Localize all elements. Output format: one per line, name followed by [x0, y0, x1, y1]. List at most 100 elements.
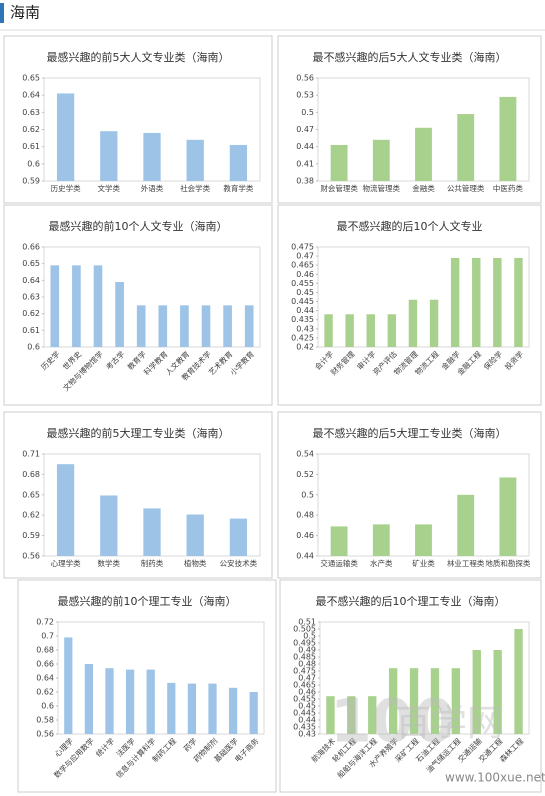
- bar: [84, 664, 94, 734]
- bar: [415, 127, 432, 181]
- bar: [56, 464, 75, 556]
- y-tick-label: 0.68: [36, 646, 54, 655]
- y-tick-label: 0.44: [296, 306, 314, 315]
- y-tick-label: 0.45: [296, 288, 314, 297]
- bar: [186, 139, 204, 181]
- x-tick-label: 公安技术类: [220, 558, 258, 568]
- y-tick-label: 0.485: [293, 653, 316, 662]
- y-tick-label: 0.62: [36, 688, 54, 697]
- y-tick-label: 0.43: [298, 730, 316, 739]
- bar: [64, 637, 73, 734]
- x-tick-label: 财会管理类: [320, 183, 358, 193]
- y-tick-label: 0.7: [41, 632, 54, 641]
- bar: [372, 139, 390, 181]
- bar: [186, 514, 204, 556]
- x-tick-label: 外语类: [141, 183, 164, 193]
- bar: [229, 144, 248, 181]
- y-tick-label: 0.63: [22, 293, 40, 302]
- bar: [56, 93, 75, 181]
- y-tick-label: 0.65: [22, 259, 40, 268]
- x-tick-label: 制药类: [141, 558, 164, 568]
- bar: [388, 668, 398, 734]
- y-tick-label: 0.6: [27, 159, 40, 168]
- y-tick-label: 0.64: [22, 91, 40, 100]
- bar: [201, 305, 211, 347]
- y-tick-label: 0.5: [301, 108, 314, 117]
- y-tick-label: 0.56: [296, 74, 314, 83]
- y-tick-label: 0.475: [293, 667, 316, 676]
- y-tick-label: 0.455: [291, 279, 314, 288]
- bar: [330, 144, 348, 181]
- bar: [223, 305, 232, 347]
- y-tick-label: 0.47: [298, 674, 316, 683]
- y-tick-label: 0.59: [22, 177, 40, 186]
- y-tick-label: 0.63: [22, 108, 40, 117]
- bar: [450, 257, 460, 347]
- y-tick-label: 0.65: [22, 74, 40, 83]
- bar: [143, 508, 161, 556]
- bar: [187, 683, 197, 734]
- chart-frame: [3, 204, 273, 406]
- bar: [229, 518, 248, 556]
- chart-frame: [3, 411, 273, 579]
- chart-frame: [3, 35, 273, 204]
- bar: [499, 96, 517, 181]
- bar: [158, 305, 168, 347]
- y-tick-label: 0.47: [296, 252, 314, 261]
- y-tick-label: 0.62: [22, 511, 40, 520]
- bar: [167, 682, 176, 734]
- y-tick-label: 0.54: [296, 450, 314, 459]
- bar: [105, 668, 114, 734]
- x-tick-label: 文学类: [98, 183, 121, 193]
- y-tick-label: 0.61: [22, 142, 40, 151]
- bar: [125, 669, 135, 734]
- bar: [472, 257, 481, 347]
- y-tick-label: 0.38: [296, 177, 314, 186]
- y-tick-label: 0.62: [22, 309, 40, 318]
- bar: [451, 668, 461, 734]
- bar: [100, 131, 118, 181]
- chart-title: 最不感兴趣的后5大人文专业类（海南）: [313, 50, 507, 64]
- y-tick-label: 0.42: [296, 343, 314, 352]
- y-tick-label: 0.66: [36, 660, 54, 669]
- y-tick-label: 0.59: [22, 531, 40, 540]
- y-tick-label: 0.475: [291, 243, 314, 252]
- bar: [457, 114, 475, 181]
- bar: [180, 305, 189, 347]
- y-tick-label: 0.48: [298, 660, 316, 669]
- x-tick-label: 公共管理类: [447, 183, 485, 193]
- bar: [366, 314, 375, 347]
- y-tick-label: 0.505: [293, 625, 316, 634]
- bar: [345, 314, 354, 347]
- y-tick-label: 0.435: [293, 723, 316, 732]
- y-tick-label: 0.445: [293, 709, 316, 718]
- y-tick-label: 0.44: [298, 716, 316, 725]
- bar: [249, 692, 258, 734]
- chart-title: 最感兴趣的前5大理工专业类（海南）: [47, 426, 230, 440]
- bar: [499, 477, 517, 556]
- bar: [493, 257, 502, 347]
- bar: [330, 526, 348, 556]
- y-tick-label: 0.44: [296, 142, 314, 151]
- bar: [514, 257, 523, 347]
- y-tick-label: 0.44: [296, 552, 314, 561]
- y-tick-label: 0.41: [296, 159, 314, 168]
- watermark-name: 百学网: [395, 703, 503, 744]
- chart-title: 最不感兴趣的后10个人文专业: [337, 219, 483, 233]
- y-tick-label: 0.46: [296, 531, 314, 540]
- y-tick-label: 0.445: [291, 297, 314, 306]
- bar: [514, 629, 523, 734]
- y-tick-label: 0.49: [298, 646, 316, 655]
- bar: [472, 650, 481, 734]
- bar: [408, 299, 418, 347]
- y-tick-label: 0.43: [296, 324, 314, 333]
- y-tick-label: 0.51: [298, 618, 316, 627]
- y-tick-label: 0.5: [303, 632, 316, 641]
- y-tick-label: 0.62: [22, 125, 40, 134]
- bar: [387, 314, 397, 347]
- header-marker: [0, 3, 4, 23]
- watermark-url: www.100xue.net: [445, 771, 545, 785]
- y-tick-label: 0.47: [296, 125, 314, 134]
- y-tick-label: 0.66: [22, 243, 40, 252]
- x-tick-label: 水产类: [370, 558, 393, 568]
